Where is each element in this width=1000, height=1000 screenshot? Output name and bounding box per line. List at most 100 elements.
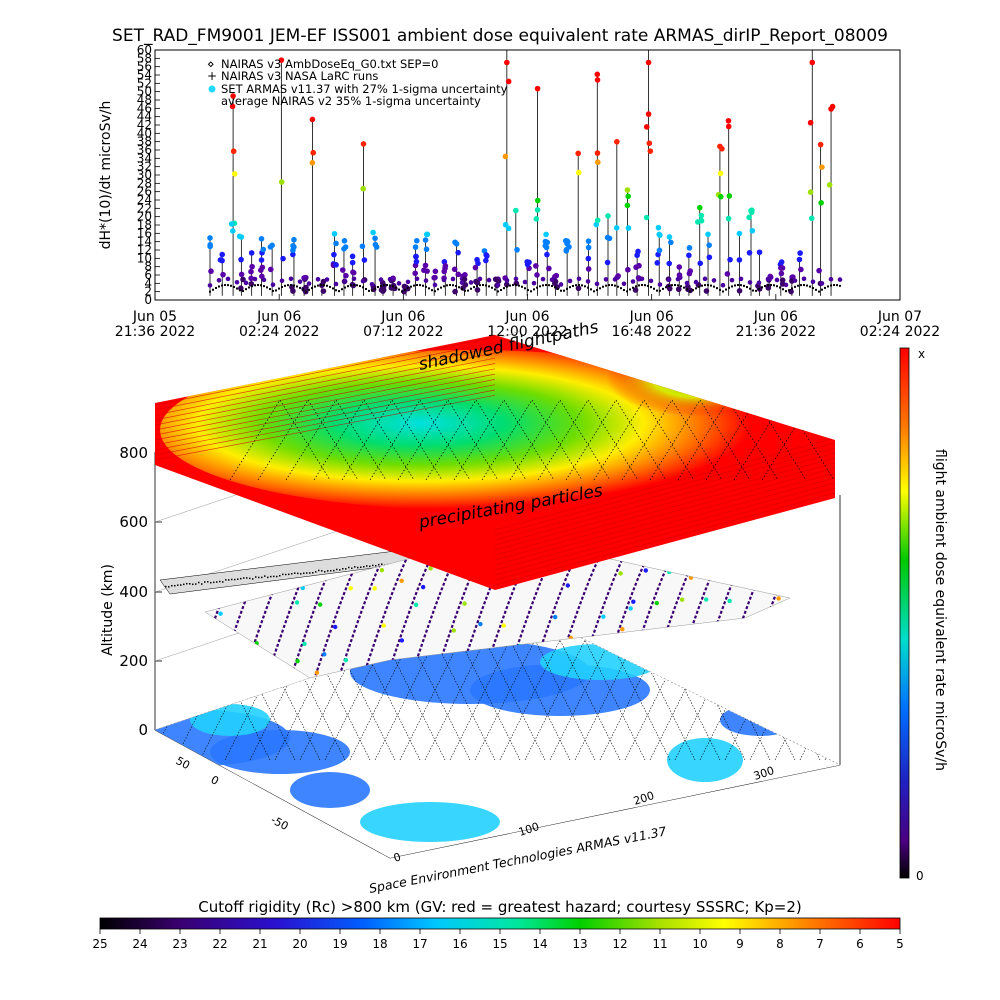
orbit-dose-point xyxy=(727,598,732,604)
dose-point xyxy=(698,212,705,219)
dose-point xyxy=(361,257,368,263)
dose-point-peak xyxy=(207,235,213,241)
nairas-point xyxy=(278,287,280,290)
nairas-point xyxy=(479,284,481,287)
dose-point xyxy=(594,77,601,83)
shadow-point xyxy=(246,577,248,579)
slab-flightpath xyxy=(593,399,695,481)
dose-point xyxy=(229,103,236,110)
nairas-point xyxy=(779,286,781,289)
armas-low-point xyxy=(450,276,456,282)
y-tick-label: 20 xyxy=(137,210,152,224)
shadow-point xyxy=(174,584,176,587)
nairas-point xyxy=(719,288,721,291)
armas-low-point xyxy=(531,280,537,286)
nairas-point xyxy=(668,284,670,287)
dose-point xyxy=(625,193,631,200)
dose-point xyxy=(333,262,339,268)
dose-point xyxy=(413,253,419,260)
dose-point xyxy=(502,153,509,160)
dose-point xyxy=(595,159,601,166)
orbit-dose-point xyxy=(181,645,185,649)
nairas-point xyxy=(593,290,595,293)
nairas-point xyxy=(407,287,409,290)
nairas-point xyxy=(809,285,811,288)
nairas-point xyxy=(743,284,745,287)
y-tick-label: 36 xyxy=(137,143,152,157)
armas-low-point xyxy=(342,278,348,284)
shadow-point xyxy=(339,569,341,571)
armas-low-point xyxy=(828,276,834,282)
armas-low-point xyxy=(279,278,285,284)
nairas-point xyxy=(374,287,376,290)
dose-point xyxy=(412,270,418,277)
nairas-point xyxy=(734,284,736,287)
orbit-dose-point xyxy=(782,640,788,645)
rigidity-tick-label: 17 xyxy=(412,937,427,951)
nairas-point xyxy=(317,284,319,287)
slab-edge-line xyxy=(155,373,496,441)
dose-point xyxy=(238,256,244,263)
shadow-point xyxy=(378,563,380,566)
shadow-point xyxy=(183,583,185,586)
orbit-dose-point xyxy=(317,602,323,607)
armas-low-point xyxy=(396,281,402,286)
slab-edge-line xyxy=(494,482,835,576)
continent-shape xyxy=(540,644,660,680)
altitude-axis-label: Altitude (km) xyxy=(100,564,116,656)
orbit-dose-point xyxy=(654,600,659,606)
dose-point-peak xyxy=(524,259,530,265)
armas-low-point xyxy=(612,277,618,282)
dose-point-peak xyxy=(238,234,245,240)
dose-point xyxy=(594,150,601,156)
shadow-point xyxy=(294,572,296,574)
nairas-point xyxy=(392,285,394,288)
orbit-dose-point xyxy=(228,646,233,652)
dose-point xyxy=(808,215,815,222)
dose-point xyxy=(643,124,650,130)
legend-entry-2: NAIRAS v3 NASA LaRC runs xyxy=(221,69,378,83)
dose-point xyxy=(604,234,611,241)
shadow-point xyxy=(276,575,278,578)
shadow-point xyxy=(306,572,308,574)
nairas-point xyxy=(713,285,715,288)
shadow-point xyxy=(192,583,194,586)
continent-shape xyxy=(667,738,743,782)
orbit-dose-point xyxy=(420,584,426,590)
nairas-point xyxy=(635,285,637,288)
dose-point-peak xyxy=(412,244,419,250)
dose-point-peak xyxy=(686,252,692,259)
nairas-point xyxy=(515,284,517,287)
continent-shape xyxy=(290,772,370,808)
dose-point xyxy=(423,231,430,238)
nairas-point xyxy=(284,284,286,287)
x-tick-time: 12:00 2022 xyxy=(487,324,567,340)
dose-point-peak xyxy=(474,256,480,263)
slab-high-latitude-band xyxy=(510,345,770,455)
armas-low-point xyxy=(495,282,501,288)
dose-point xyxy=(502,221,509,228)
orbit-dose-point xyxy=(478,621,483,627)
dose-point xyxy=(249,263,255,270)
dose-point xyxy=(333,240,339,247)
dose-point-peak xyxy=(372,235,378,242)
dose-point xyxy=(424,268,430,274)
armas-low-point xyxy=(666,277,672,283)
x-tick-time: 07:12 2022 xyxy=(363,324,443,340)
nairas-point xyxy=(722,290,724,293)
shadow-point xyxy=(204,581,206,583)
nairas-point xyxy=(641,284,643,287)
slab-edge-line xyxy=(155,389,496,456)
dose-point xyxy=(451,266,458,273)
rigidity-colorbar-gradient xyxy=(99,917,901,930)
rigidity-colorbar: Cutoff rigidity (Rc) >800 km (GV: red = … xyxy=(92,898,903,951)
nairas-point xyxy=(467,289,469,292)
dose-point xyxy=(625,225,632,231)
armas-low-point xyxy=(549,277,555,283)
shadow-point xyxy=(207,581,209,583)
nairas-point xyxy=(590,288,592,291)
nairas-point xyxy=(308,288,310,291)
dose-point-peak xyxy=(605,213,611,219)
shadow-point xyxy=(240,577,242,580)
